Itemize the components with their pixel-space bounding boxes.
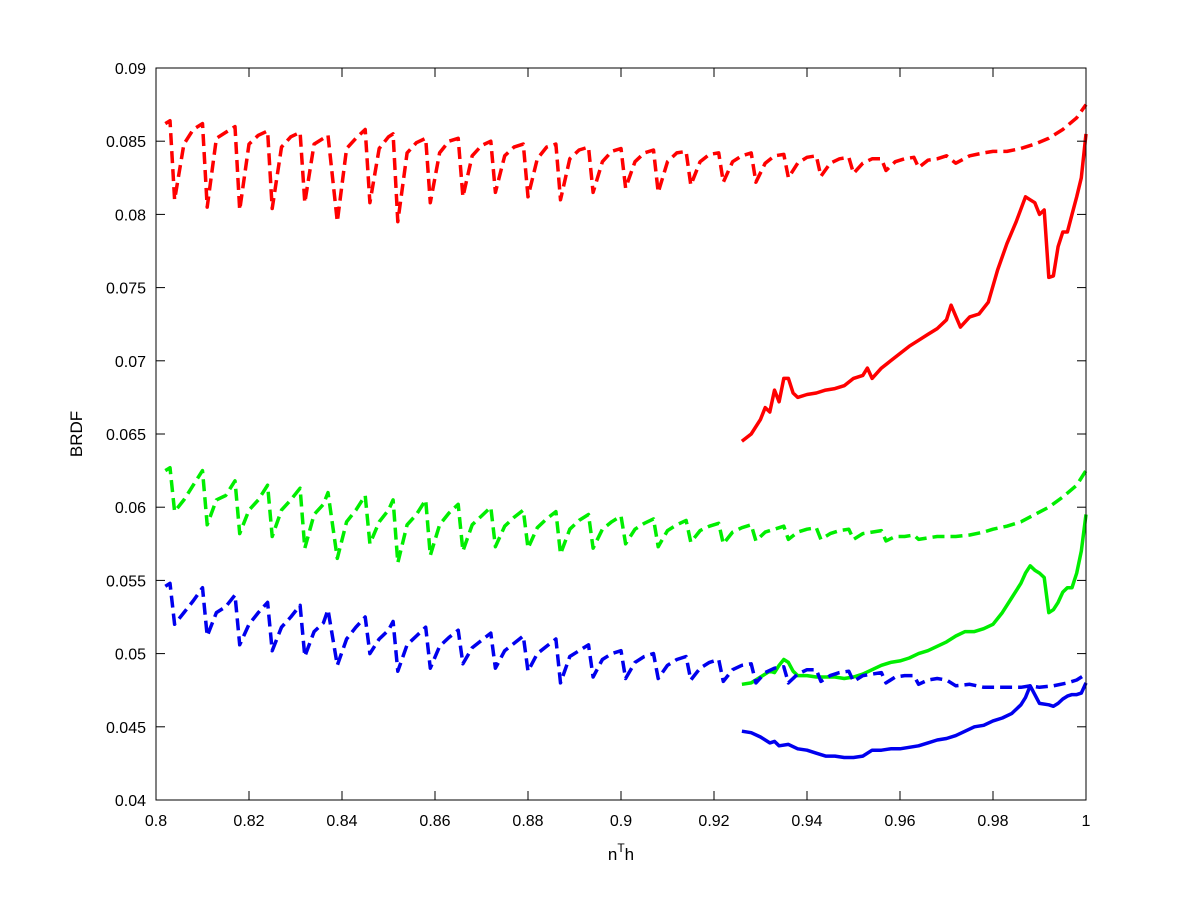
series-line-4-solid: [741, 514, 1088, 687]
y-tick-label: 0.09: [115, 61, 146, 78]
y-tick-label: 0.04: [115, 793, 146, 810]
x-axis-label: nTh: [608, 841, 634, 864]
y-tick-label: 0.075: [106, 281, 146, 298]
series-line-3-dashed: [164, 465, 1088, 565]
x-tick-label: 1: [1082, 813, 1091, 830]
y-tick-label: 0.085: [106, 134, 146, 151]
x-tick-label: 0.82: [233, 813, 264, 830]
y-tick-label: 0.055: [106, 573, 146, 590]
tick-labels-layer: 0.8 0.82 0.84 0.86 0.88 0.9 0.92 0.94 0.96 0.98 1 0…: [106, 61, 1091, 830]
series-line-5-dashed: [164, 581, 1087, 690]
series-line-2-solid: [740, 133, 1088, 443]
y-tick-label: 0.065: [106, 427, 146, 444]
y-tick-label: 0.08: [115, 207, 146, 224]
y-tick-label: 0.05: [115, 647, 146, 664]
x-tick-label: 0.98: [977, 813, 1008, 830]
x-tick-label: 0.92: [698, 813, 729, 830]
x-tick-label: 0.94: [791, 813, 822, 830]
x-tick-label: 0.84: [326, 813, 357, 830]
y-tick-label: 0.045: [106, 720, 146, 737]
x-tick-label: 0.8: [145, 813, 167, 830]
x-tick-label: 0.86: [419, 813, 450, 830]
series-line-1-dashed: [164, 103, 1088, 224]
series-layer: [164, 103, 1088, 760]
plot-area: [156, 68, 1086, 800]
x-tick-label: 0.96: [884, 813, 915, 830]
x-tick-label: 0.9: [610, 813, 632, 830]
y-axis-label: BRDF: [67, 411, 86, 457]
series-line-6-solid: [741, 682, 1088, 760]
axes-box: [155, 67, 1087, 801]
x-tick-label: 0.88: [512, 813, 543, 830]
y-tick-label: 0.07: [115, 354, 146, 371]
y-tick-label: 0.06: [115, 500, 146, 517]
